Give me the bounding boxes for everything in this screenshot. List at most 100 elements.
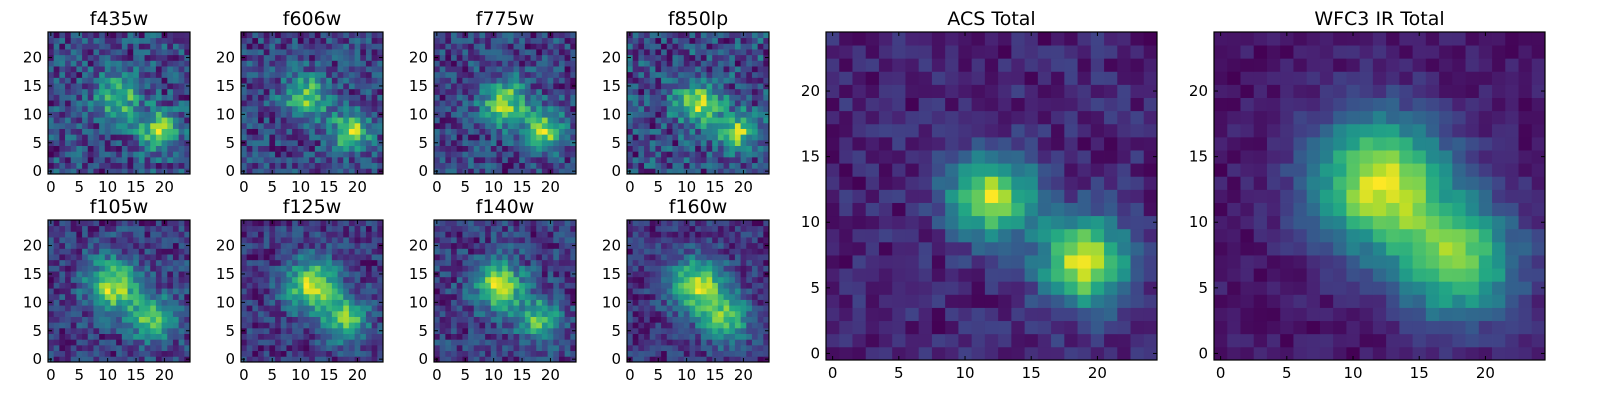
heatmap-cell [127, 237, 134, 244]
heatmap-cell [570, 49, 577, 56]
heatmap-cell [632, 282, 639, 289]
heatmap-cell [269, 83, 276, 90]
heatmap-cell [343, 37, 350, 44]
heatmap-cell [263, 350, 270, 357]
heatmap-cell [360, 37, 367, 44]
heatmap-cell [269, 282, 276, 289]
heatmap-cell [343, 271, 350, 278]
heatmap-cell [70, 122, 77, 129]
heatmap-cell [320, 254, 327, 261]
heatmap-cell [93, 248, 100, 255]
heatmap-cell [473, 134, 480, 141]
x-tick-label: 10 [98, 178, 117, 196]
heatmap-cell [558, 293, 566, 300]
heatmap-cell [155, 333, 162, 340]
heatmap-cell [354, 111, 361, 118]
heatmap-cell [712, 134, 719, 141]
heatmap-cell [87, 100, 94, 107]
heatmap-cell [683, 327, 690, 334]
heatmap-cell [167, 316, 174, 323]
heatmap-cell [241, 105, 248, 112]
heatmap-cell [496, 71, 503, 78]
heatmap-cell [729, 139, 736, 146]
heatmap-cell [729, 333, 736, 340]
heatmap-cell [167, 220, 174, 227]
heatmap-cell [275, 265, 282, 272]
heatmap-cell [320, 94, 327, 101]
heatmap-cell [246, 299, 253, 306]
heatmap-cell [717, 105, 724, 112]
heatmap-cell [133, 316, 140, 323]
heatmap-cell [445, 271, 452, 278]
heatmap-cell [104, 43, 111, 50]
heatmap-cell [689, 282, 696, 289]
heatmap-cell [541, 344, 548, 352]
heatmap-cell [683, 37, 690, 44]
heatmap-cell [127, 122, 134, 129]
heatmap-cell [337, 282, 344, 289]
heatmap-cell [717, 151, 724, 158]
heatmap-cell [661, 111, 668, 118]
heatmap-cell [740, 128, 747, 135]
heatmap-cell [553, 322, 560, 329]
heatmap-cell [666, 88, 673, 95]
heatmap-cell [678, 66, 685, 73]
heatmap-cell [553, 288, 560, 295]
heatmap-cell [309, 71, 316, 78]
heatmap-cell [343, 333, 350, 340]
heatmap-cell [360, 94, 367, 101]
heatmap-cell [649, 49, 656, 56]
heatmap-cell [348, 271, 355, 278]
heatmap-cell [76, 271, 83, 278]
heatmap-cell [184, 32, 191, 39]
heatmap-cell [723, 151, 730, 158]
heatmap-cell [451, 32, 458, 39]
heatmap-cell [689, 145, 696, 152]
heatmap-cell [689, 43, 696, 50]
heatmap-cell [343, 220, 350, 227]
heatmap-cell [167, 66, 174, 73]
heatmap-cell [144, 316, 151, 323]
heatmap-cell [144, 327, 151, 334]
heatmap-cell [331, 322, 338, 329]
heatmap-cell [360, 225, 367, 232]
heatmap-cell [184, 49, 191, 56]
heatmap-cell [712, 88, 719, 95]
heatmap-cell [144, 105, 151, 112]
heatmap-cell [729, 117, 736, 124]
heatmap-cell [354, 128, 361, 135]
heatmap-cell [649, 100, 656, 107]
heatmap-cell [524, 100, 531, 107]
heatmap-cell [59, 111, 66, 118]
heatmap-cell [649, 333, 656, 340]
heatmap-cell [502, 237, 509, 244]
heatmap-cell [258, 282, 265, 289]
heatmap-cell [116, 231, 123, 238]
heatmap-cell [320, 310, 327, 317]
heatmap-cell [326, 248, 333, 255]
heatmap-cell [354, 350, 361, 357]
heatmap-cell [627, 310, 634, 317]
heatmap-cell [150, 139, 157, 146]
heatmap-cell [275, 310, 282, 317]
heatmap-cell [246, 316, 253, 323]
heatmap-cell [547, 254, 554, 261]
heatmap-cell [541, 88, 548, 95]
heatmap-cell [513, 32, 520, 39]
heatmap-cell [706, 111, 713, 118]
heatmap-cell [695, 49, 702, 56]
heatmap-cell [700, 43, 707, 50]
heatmap-cell [104, 344, 111, 352]
heatmap-cell [672, 339, 679, 346]
heatmap-cell [360, 156, 367, 164]
heatmap-cell [144, 299, 151, 306]
heatmap-cell [672, 111, 679, 118]
heatmap-cell [252, 248, 259, 255]
heatmap-cell [133, 122, 140, 129]
heatmap-cell [751, 276, 759, 283]
heatmap-cell [320, 60, 327, 67]
heatmap-cell [48, 265, 55, 272]
heatmap-cell [485, 37, 492, 44]
heatmap-cell [751, 299, 759, 306]
heatmap-cell [468, 122, 475, 129]
